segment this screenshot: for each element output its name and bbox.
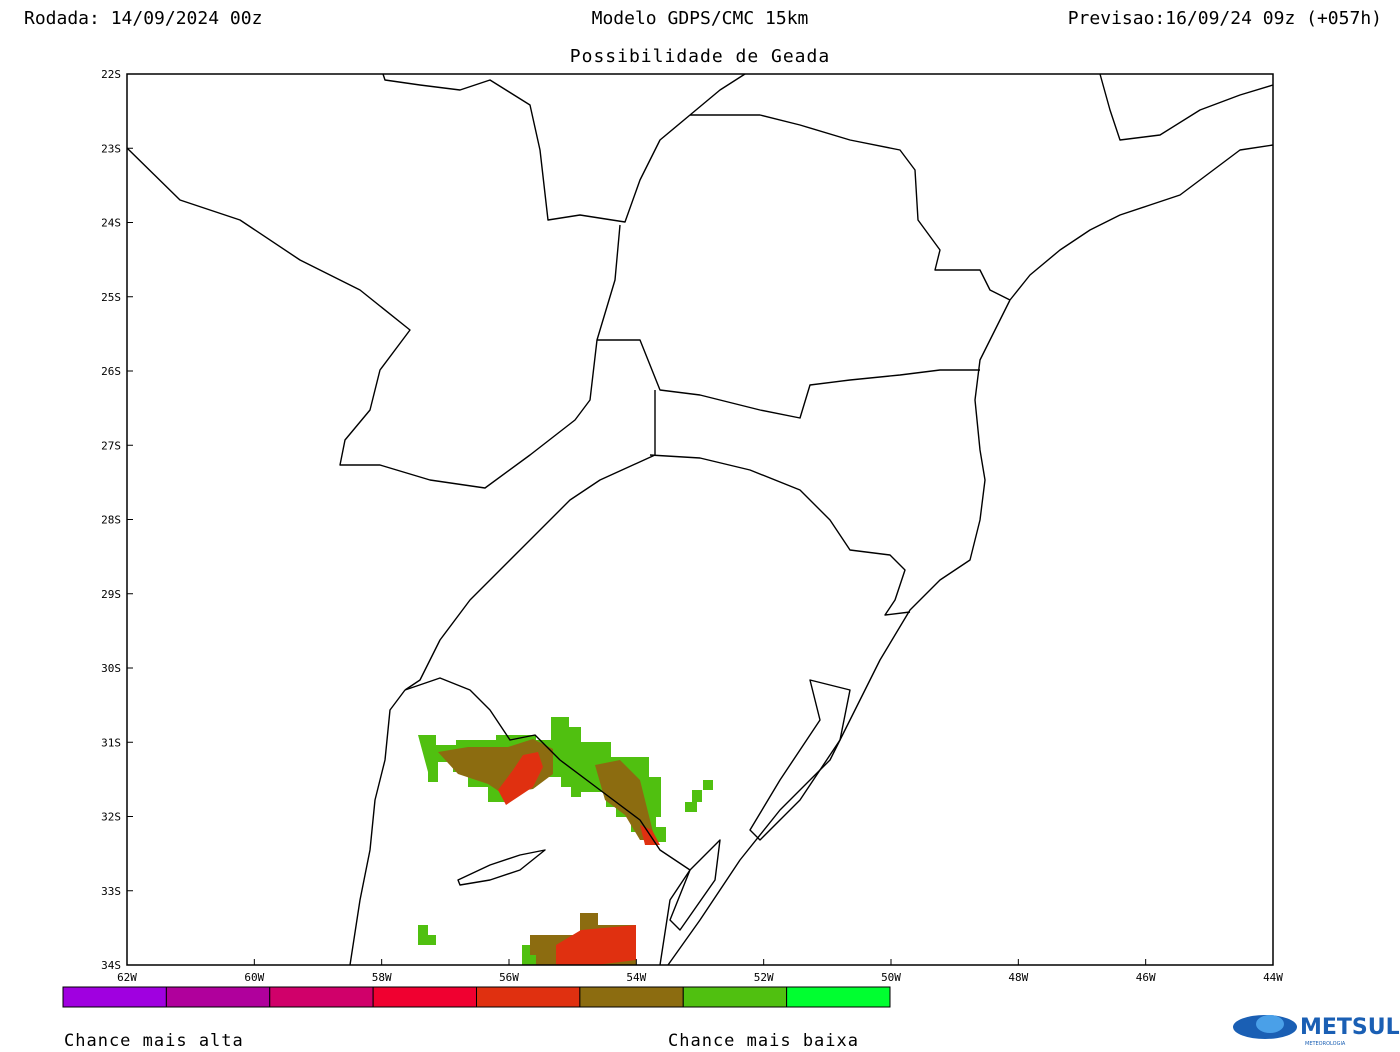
border (404, 390, 656, 691)
reservoir (457, 849, 546, 886)
frost-field (418, 717, 713, 965)
lat-label: 26S (101, 365, 121, 378)
legend-swatch (269, 986, 374, 1008)
border (649, 454, 911, 616)
lagoon (749, 679, 851, 841)
lat-label: 22S (101, 68, 121, 81)
logo-globe (1256, 1015, 1284, 1033)
coast (667, 299, 1011, 966)
logo-tagline: METEOROLOGIA (1305, 1041, 1346, 1047)
lat-label: 30S (101, 662, 121, 675)
lon-label: 46W (1136, 971, 1156, 984)
lat-label: 27S (101, 439, 121, 452)
legend-low-label: Chance mais baixa (668, 1031, 859, 1051)
legend-swatch (476, 986, 581, 1008)
lat-label: 25S (101, 291, 121, 304)
lat-label: 31S (101, 736, 121, 749)
lat-label: 24S (101, 217, 121, 230)
legend-swatch (62, 986, 167, 1008)
border (1099, 73, 1274, 141)
map-frame (126, 73, 1274, 966)
legend-swatch (579, 986, 684, 1008)
lat-label: 23S (101, 142, 121, 155)
map-subtitle: Possibilidade de Geada (570, 46, 830, 67)
lat-label: 33S (101, 885, 121, 898)
border (382, 73, 746, 223)
legend-swatch (165, 986, 271, 1008)
border (597, 339, 980, 419)
lon-label: 62W (117, 971, 137, 984)
lon-label: 50W (881, 971, 901, 984)
lat-label: 29S (101, 588, 121, 601)
border (349, 689, 406, 966)
border (126, 147, 621, 489)
borders (126, 73, 1274, 966)
forecast-time: Previsao:16/09/24 09z (+057h) (1068, 8, 1382, 29)
lon-label: 58W (372, 971, 392, 984)
lat-label: 34S (101, 959, 121, 972)
lagoon (669, 839, 721, 931)
lon-label: 48W (1008, 971, 1028, 984)
lon-label: 44W (1263, 971, 1283, 984)
lon-label: 56W (499, 971, 519, 984)
run-time: Rodada: 14/09/2024 00z (24, 8, 262, 29)
lon-label: 52W (754, 971, 774, 984)
lat-label: 32S (101, 811, 121, 824)
legend-swatch (372, 986, 477, 1008)
legend-high-label: Chance mais alta (64, 1031, 244, 1051)
legend (62, 986, 891, 1008)
legend-swatch (786, 986, 891, 1008)
lon-label: 54W (626, 971, 646, 984)
lat-label: 28S (101, 514, 121, 527)
model-name: Modelo GDPS/CMC 15km (592, 8, 809, 29)
logo: METSUL METEOROLOGIA (1233, 1015, 1400, 1047)
logo-text: METSUL (1300, 1015, 1400, 1040)
axis-labels: 22S23S24S25S26S27S28S29S30S31S32S33S34S6… (101, 68, 1283, 984)
lon-label: 60W (244, 971, 264, 984)
legend-swatch (682, 986, 788, 1008)
coast (1009, 144, 1274, 301)
border (690, 114, 1011, 301)
